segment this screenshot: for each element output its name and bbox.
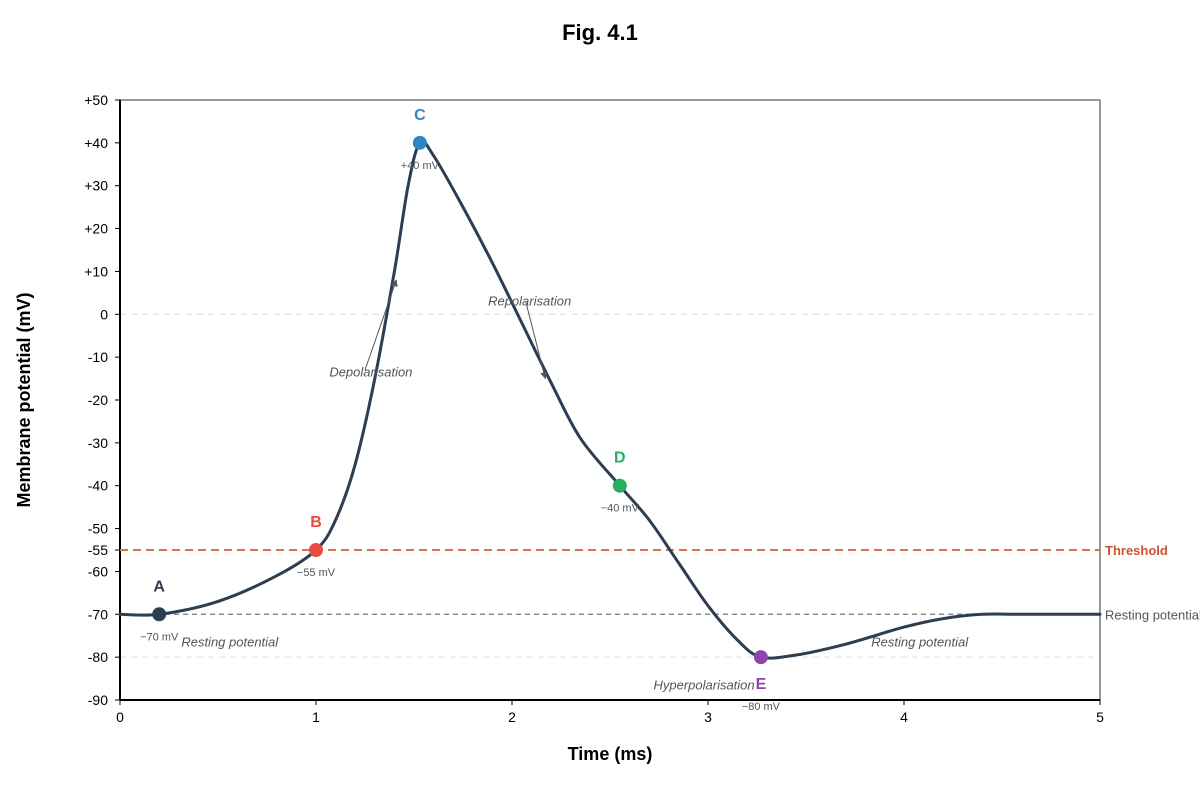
- y-axis-ticks: +50 +40 +30 +20 +10 0 -10 -20 -30 -40 -50 -55 -60 -70…: [84, 92, 120, 708]
- threshold-label: Threshold: [1105, 543, 1168, 558]
- resting-potential-label: Resting potential: [1105, 607, 1200, 622]
- x-tick-label: 2: [508, 709, 516, 725]
- phase-label: Resting potential: [871, 634, 969, 649]
- point-e-value: −80 mV: [742, 701, 781, 713]
- key-points-layer: A −70 mV B −55 mV C +40 mV D −40 mV E −80 mV: [140, 107, 781, 713]
- y-tick-label: -90: [88, 692, 108, 708]
- y-axis-title: Membrane potential (mV): [14, 292, 34, 507]
- y-tick-label: +10: [84, 263, 108, 279]
- phase-label: Hyperpolarisation: [653, 677, 754, 692]
- membrane-potential-curve: [118, 139, 1102, 660]
- series-layer: [118, 139, 1102, 660]
- point-d-label: D: [614, 450, 626, 467]
- reference-lines: Threshold Resting potential: [120, 543, 1200, 622]
- phase-label: Depolarisation: [329, 364, 412, 379]
- x-tick-label: 1: [312, 709, 320, 725]
- y-tick-label: -10: [88, 349, 108, 365]
- point-c-marker: [412, 135, 427, 150]
- y-tick-label: -30: [88, 435, 108, 451]
- point-c-label: C: [414, 107, 426, 124]
- point-e-label: E: [756, 676, 767, 693]
- chart-title: Fig. 4.1: [562, 20, 638, 45]
- faint-reference-lines: [120, 313, 1100, 658]
- phase-label: Resting potential: [181, 634, 279, 649]
- point-a-marker: [152, 607, 167, 622]
- annotations-layer: Depolarisation Repolarisation Resting pote…: [181, 279, 969, 692]
- y-tick-label: +30: [84, 178, 108, 194]
- point-a-value: −70 mV: [140, 631, 179, 643]
- x-tick-label: 5: [1096, 709, 1104, 725]
- plot-frame: [119, 99, 1101, 701]
- y-tick-label: +20: [84, 221, 108, 237]
- y-tick-label: +40: [84, 135, 108, 151]
- point-b-label: B: [310, 514, 322, 531]
- x-tick-label: 3: [704, 709, 712, 725]
- annotation-arrow: [364, 279, 398, 371]
- point-b-marker: [309, 543, 323, 557]
- point-d-marker: [612, 478, 627, 493]
- y-tick-label: 0: [100, 306, 108, 322]
- y-tick-label: -80: [88, 649, 108, 665]
- x-axis-ticks: 0 1 2 3 4 5: [116, 700, 1104, 725]
- y-tick-label: +50: [84, 92, 108, 108]
- point-d-value: −40 mV: [601, 503, 640, 515]
- point-b-value: −55 mV: [297, 567, 336, 579]
- point-c-value: +40 mV: [401, 160, 440, 172]
- annotation-arrow: [525, 301, 548, 380]
- y-tick-label: -55: [88, 542, 108, 558]
- y-tick-label: -20: [88, 392, 108, 408]
- x-axis-title: Time (ms): [568, 744, 653, 764]
- y-tick-label: -40: [88, 478, 108, 494]
- y-tick-label: -70: [88, 606, 108, 622]
- y-tick-label: -50: [88, 521, 108, 537]
- x-tick-label: 4: [900, 709, 908, 725]
- phase-label: Repolarisation: [488, 294, 571, 309]
- point-e-marker: [753, 650, 768, 665]
- y-tick-label: -60: [88, 563, 108, 579]
- point-a-label: A: [153, 578, 165, 595]
- x-tick-label: 0: [116, 709, 124, 725]
